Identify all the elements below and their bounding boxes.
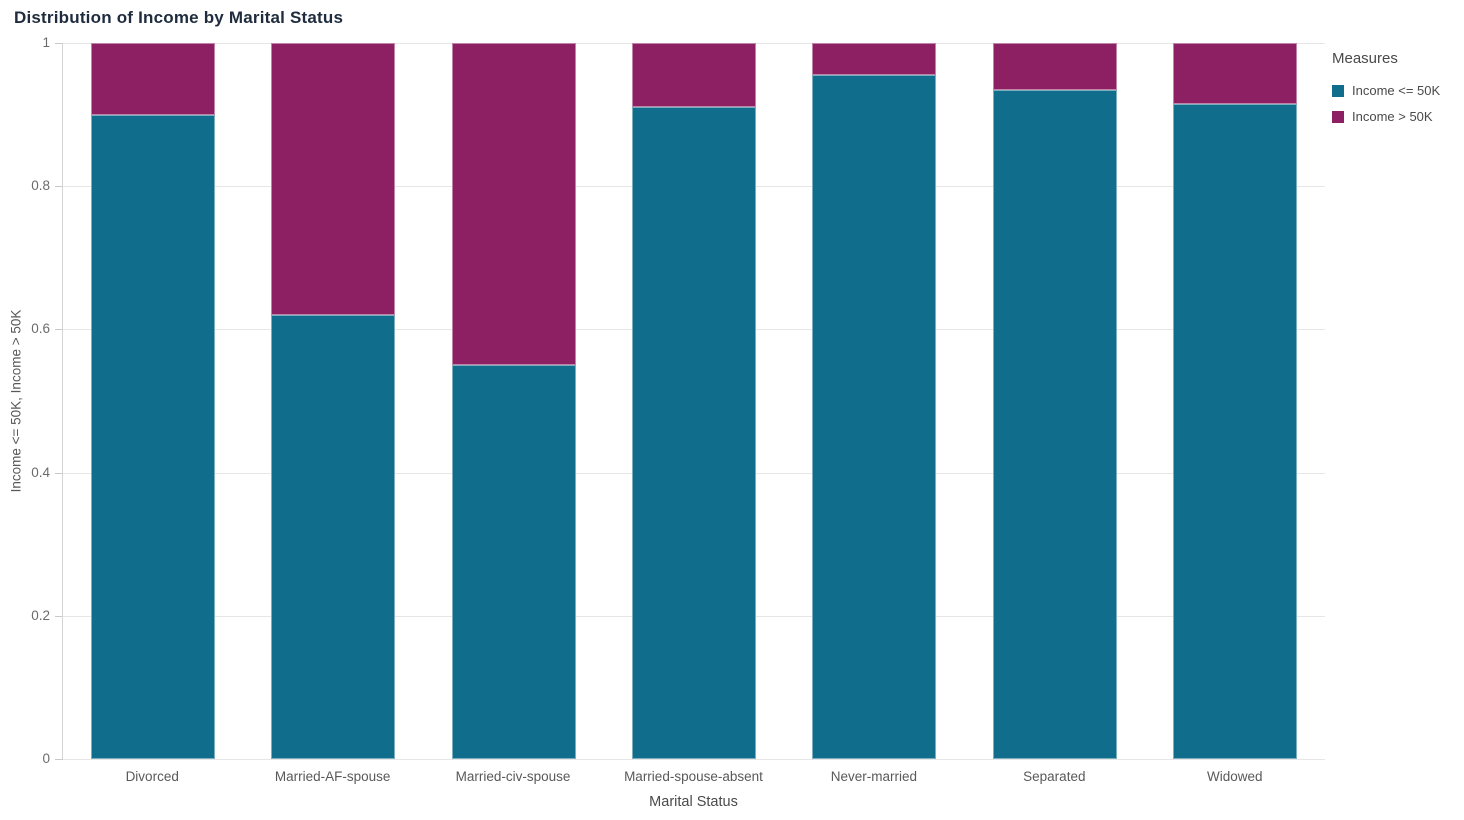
x-tick-label: Never-married — [830, 769, 918, 784]
x-axis-title: Marital Status — [649, 794, 738, 810]
y-tick-label: 0.2 — [31, 607, 50, 623]
legend-item[interactable]: Income <= 50K — [1332, 83, 1460, 98]
y-tick-label: 0.4 — [31, 464, 50, 480]
bar-segment[interactable] — [992, 43, 1117, 90]
legend-swatch-icon — [1332, 84, 1344, 97]
bar-slot — [424, 43, 604, 759]
plot-area — [62, 43, 1325, 760]
y-tick-mark — [55, 43, 62, 44]
bar-segment[interactable] — [271, 315, 396, 759]
bar-slot — [964, 43, 1144, 759]
bar-segment[interactable] — [271, 43, 396, 316]
bar-segment[interactable] — [451, 43, 576, 366]
bar-slot — [1145, 43, 1325, 759]
stacked-bar-married-civ-spouse — [451, 43, 576, 759]
y-tick-mark — [55, 186, 62, 188]
stacked-bar-widowed — [1172, 43, 1297, 759]
legend-item[interactable]: Income > 50K — [1332, 109, 1460, 124]
gridline — [63, 759, 1325, 760]
stacked-bar-separated — [992, 43, 1117, 759]
x-tick-label: Divorced — [125, 769, 179, 784]
bar-segment[interactable] — [451, 365, 576, 759]
legend-item-label: Income > 50K — [1352, 109, 1433, 124]
legend-swatch-icon — [1332, 110, 1344, 123]
legend-item-label: Income <= 50K — [1352, 83, 1441, 98]
y-tick-mark — [55, 615, 62, 617]
legend-title: Measures — [1332, 50, 1398, 67]
legend: Measures Income <= 50K Income > 50K — [1332, 50, 1460, 135]
x-tick-label: Separated — [1023, 769, 1086, 784]
bar-segment[interactable] — [631, 43, 756, 108]
bars — [63, 43, 1325, 759]
y-tick-label: 1 — [42, 35, 50, 50]
bar-segment[interactable] — [812, 43, 937, 76]
stacked-bar-divorced — [91, 43, 216, 759]
bar-segment[interactable] — [91, 114, 216, 759]
bar-segment[interactable] — [812, 75, 937, 759]
x-tick-label: Married-AF-spouse — [274, 769, 391, 784]
x-tick-label: Widowed — [1206, 769, 1263, 784]
chart-title: Distribution of Income by Marital Status — [14, 8, 344, 27]
y-tick-mark — [55, 329, 62, 331]
bar-slot — [243, 43, 423, 759]
x-labels: Divorced Married-AF-spouse Married-civ-spo… — [62, 769, 1325, 784]
x-tick-label: Married-spouse-absent — [624, 769, 763, 784]
y-tick-mark — [55, 759, 62, 760]
bar-segment[interactable] — [992, 89, 1117, 759]
bar-segment[interactable] — [91, 43, 216, 115]
y-tick-label: 0.8 — [31, 178, 50, 194]
bar-slot — [604, 43, 784, 759]
x-tick-label: Married-civ-spouse — [455, 769, 571, 784]
bar-slot — [63, 43, 243, 759]
y-tick-mark — [55, 472, 62, 474]
bar-segment[interactable] — [1172, 103, 1297, 759]
y-tick-label: 0.6 — [31, 321, 50, 337]
bar-slot — [784, 43, 964, 759]
y-tick-label: 0 — [42, 751, 50, 766]
stacked-bar-never-married — [812, 43, 937, 759]
stacked-bar-married-spouse-absent — [631, 43, 756, 759]
stacked-bar-married-af-spouse — [271, 43, 396, 759]
bar-segment[interactable] — [631, 107, 756, 759]
legend-items: Income <= 50K Income > 50K — [1332, 83, 1460, 124]
bar-segment[interactable] — [1172, 43, 1297, 104]
